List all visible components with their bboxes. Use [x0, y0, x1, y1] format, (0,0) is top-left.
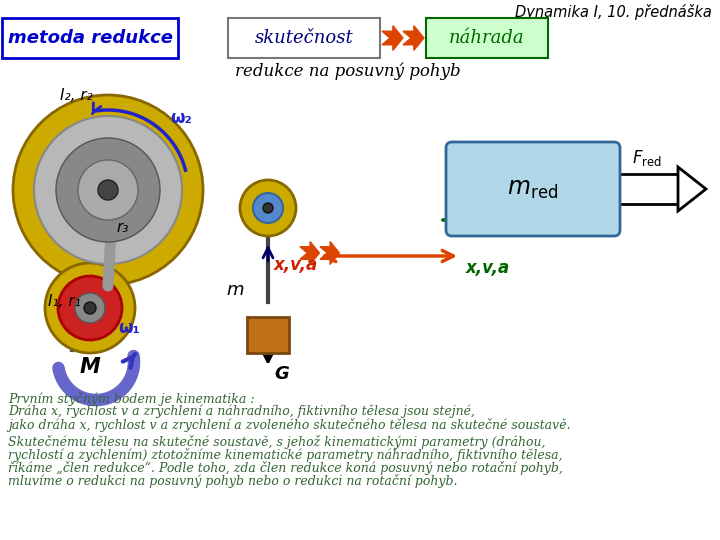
Text: I₂, r₂: I₂, r₂	[60, 87, 93, 103]
Text: Prvním styčným bodem je kinematika :: Prvním styčným bodem je kinematika :	[8, 392, 255, 406]
Text: r₃: r₃	[116, 220, 128, 235]
Circle shape	[240, 180, 296, 236]
Text: mluvíme o redukci na posuvný pohyb nebo o redukci na rotační pohyb.: mluvíme o redukci na posuvný pohyb nebo …	[8, 474, 457, 488]
Polygon shape	[320, 241, 339, 265]
Text: G: G	[274, 365, 289, 383]
Text: ω₁: ω₁	[118, 319, 140, 337]
Circle shape	[98, 180, 118, 200]
Circle shape	[78, 160, 138, 220]
FancyBboxPatch shape	[617, 174, 679, 204]
Text: x,v,a: x,v,a	[274, 256, 318, 274]
FancyBboxPatch shape	[2, 18, 178, 58]
Circle shape	[263, 203, 273, 213]
Circle shape	[253, 193, 283, 223]
Text: Dynamika I, 10. přednáška: Dynamika I, 10. přednáška	[515, 4, 712, 20]
Circle shape	[75, 293, 105, 323]
Text: rychlostí a zychlením) ztotožníme kinematické parametry náhradního, fiktivního t: rychlostí a zychlením) ztotožníme kinema…	[8, 448, 562, 462]
Circle shape	[84, 302, 96, 314]
Text: x,v,a: x,v,a	[466, 259, 510, 277]
Text: jako dráha x, rychlost v a zrychlení a zvoleného skutečného tělesa na skutečné s: jako dráha x, rychlost v a zrychlení a z…	[8, 418, 571, 432]
Circle shape	[34, 116, 182, 264]
Text: říkáme „člen redukce“. Podle toho, zda člen redukce koná posuvný nebo rotační po: říkáme „člen redukce“. Podle toho, zda č…	[8, 461, 563, 475]
Text: náhrada: náhrada	[449, 29, 525, 47]
Polygon shape	[382, 25, 403, 50]
Circle shape	[56, 138, 160, 242]
Polygon shape	[403, 25, 424, 50]
Polygon shape	[678, 167, 706, 211]
FancyBboxPatch shape	[426, 18, 548, 58]
FancyBboxPatch shape	[446, 142, 620, 236]
Text: redukce na posuvný pohyb: redukce na posuvný pohyb	[235, 62, 461, 79]
FancyBboxPatch shape	[228, 18, 380, 58]
Text: ω₂: ω₂	[170, 109, 192, 127]
Text: Skutečnému tělesu na skutečné soustavě, s jehož kinematickými parametry (dráhou,: Skutečnému tělesu na skutečné soustavě, …	[8, 435, 546, 449]
Text: metoda redukce: metoda redukce	[7, 29, 173, 47]
Text: Dráha x, rychlost v a zrychlení a náhradního, fiktivního tělesa jsou stejné,: Dráha x, rychlost v a zrychlení a náhrad…	[8, 405, 475, 418]
Circle shape	[13, 95, 203, 285]
Polygon shape	[300, 241, 320, 265]
Text: I₁, r₁: I₁, r₁	[48, 294, 81, 309]
Text: F$_{\rm red}$: F$_{\rm red}$	[632, 148, 662, 168]
Circle shape	[58, 276, 122, 340]
Text: m$_{\rm red}$: m$_{\rm red}$	[508, 177, 559, 201]
Circle shape	[45, 263, 135, 353]
Text: m: m	[226, 281, 244, 299]
Text: skutečnost: skutečnost	[255, 29, 354, 47]
FancyBboxPatch shape	[247, 317, 289, 353]
Text: M: M	[80, 357, 100, 377]
